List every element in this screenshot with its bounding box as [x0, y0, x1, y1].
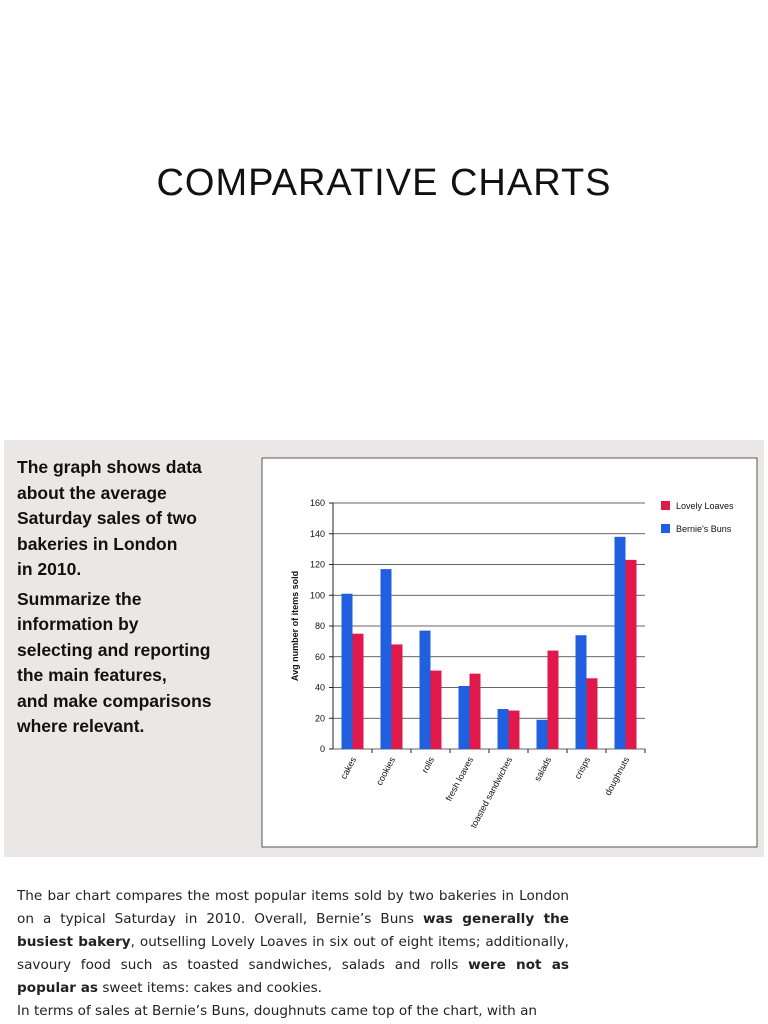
legend-label: Bernie's Buns	[676, 524, 732, 534]
legend-swatch	[661, 524, 670, 533]
bar	[536, 719, 548, 749]
bar	[341, 593, 353, 749]
text-segment: The bar chart compares the most popular …	[17, 888, 569, 927]
bar	[575, 635, 587, 749]
paragraph: In terms of sales at Bernie’s Buns, doug…	[17, 1000, 569, 1023]
text-segment: , outselling Lovely Loaves in six out of…	[17, 934, 569, 973]
prompt-line: Saturday sales of two	[17, 508, 197, 528]
legend-label: Lovely Loaves	[676, 501, 734, 511]
prompt-line: and make comparisons	[17, 690, 212, 711]
bar	[625, 559, 637, 749]
bar	[419, 630, 431, 749]
prompt-line: Summarize the	[17, 588, 142, 609]
bar	[614, 536, 626, 749]
prompt-line: bakeries in London	[17, 533, 178, 554]
prompt-line: about the average	[17, 482, 167, 503]
prompt-line: selecting and reporting	[17, 639, 211, 660]
bar	[508, 710, 520, 749]
text-segment: was generally the busiest bakery	[17, 911, 569, 950]
y-tick-label: 100	[310, 590, 325, 600]
legend-swatch	[661, 501, 670, 510]
text-segment: were not as popular as	[17, 957, 570, 996]
y-tick-label: 20	[315, 713, 325, 723]
prompt-line: information by	[17, 614, 139, 634]
text-segment: In terms of sales at Bernie’s Buns, doug…	[17, 1003, 538, 1019]
y-tick-label: 0	[320, 744, 325, 754]
bar	[391, 644, 403, 749]
prompt-line: in 2010.	[17, 559, 82, 579]
bar	[586, 678, 598, 749]
y-tick-label: 40	[315, 683, 325, 693]
bar	[352, 633, 364, 749]
bar	[458, 685, 470, 749]
prompt-line: where relevant.	[17, 716, 145, 736]
bar	[430, 670, 442, 749]
text-segment: sweet items: cakes and cookies.	[98, 980, 322, 996]
body-text: The bar chart compares the most popular …	[17, 885, 569, 1023]
y-tick-label: 140	[310, 529, 325, 539]
task-prompt: The graph shows data about the average Sat…	[17, 455, 212, 740]
bar	[380, 569, 392, 749]
chart-frame	[261, 457, 758, 848]
y-tick-label: 120	[310, 560, 325, 570]
prompt-line: The graph shows data	[17, 457, 202, 477]
bar	[469, 673, 481, 749]
y-tick-label: 60	[315, 652, 325, 662]
paragraph: The bar chart compares the most popular …	[17, 885, 569, 1000]
bar	[547, 650, 559, 749]
y-tick-label: 80	[315, 621, 325, 631]
y-tick-label: 160	[310, 498, 325, 508]
page-title: COMPARATIVE CHARTS	[156, 162, 612, 204]
bar	[497, 709, 509, 749]
y-axis-label: Avg number of items sold	[290, 571, 300, 681]
prompt-line: the main features,	[17, 665, 167, 685]
